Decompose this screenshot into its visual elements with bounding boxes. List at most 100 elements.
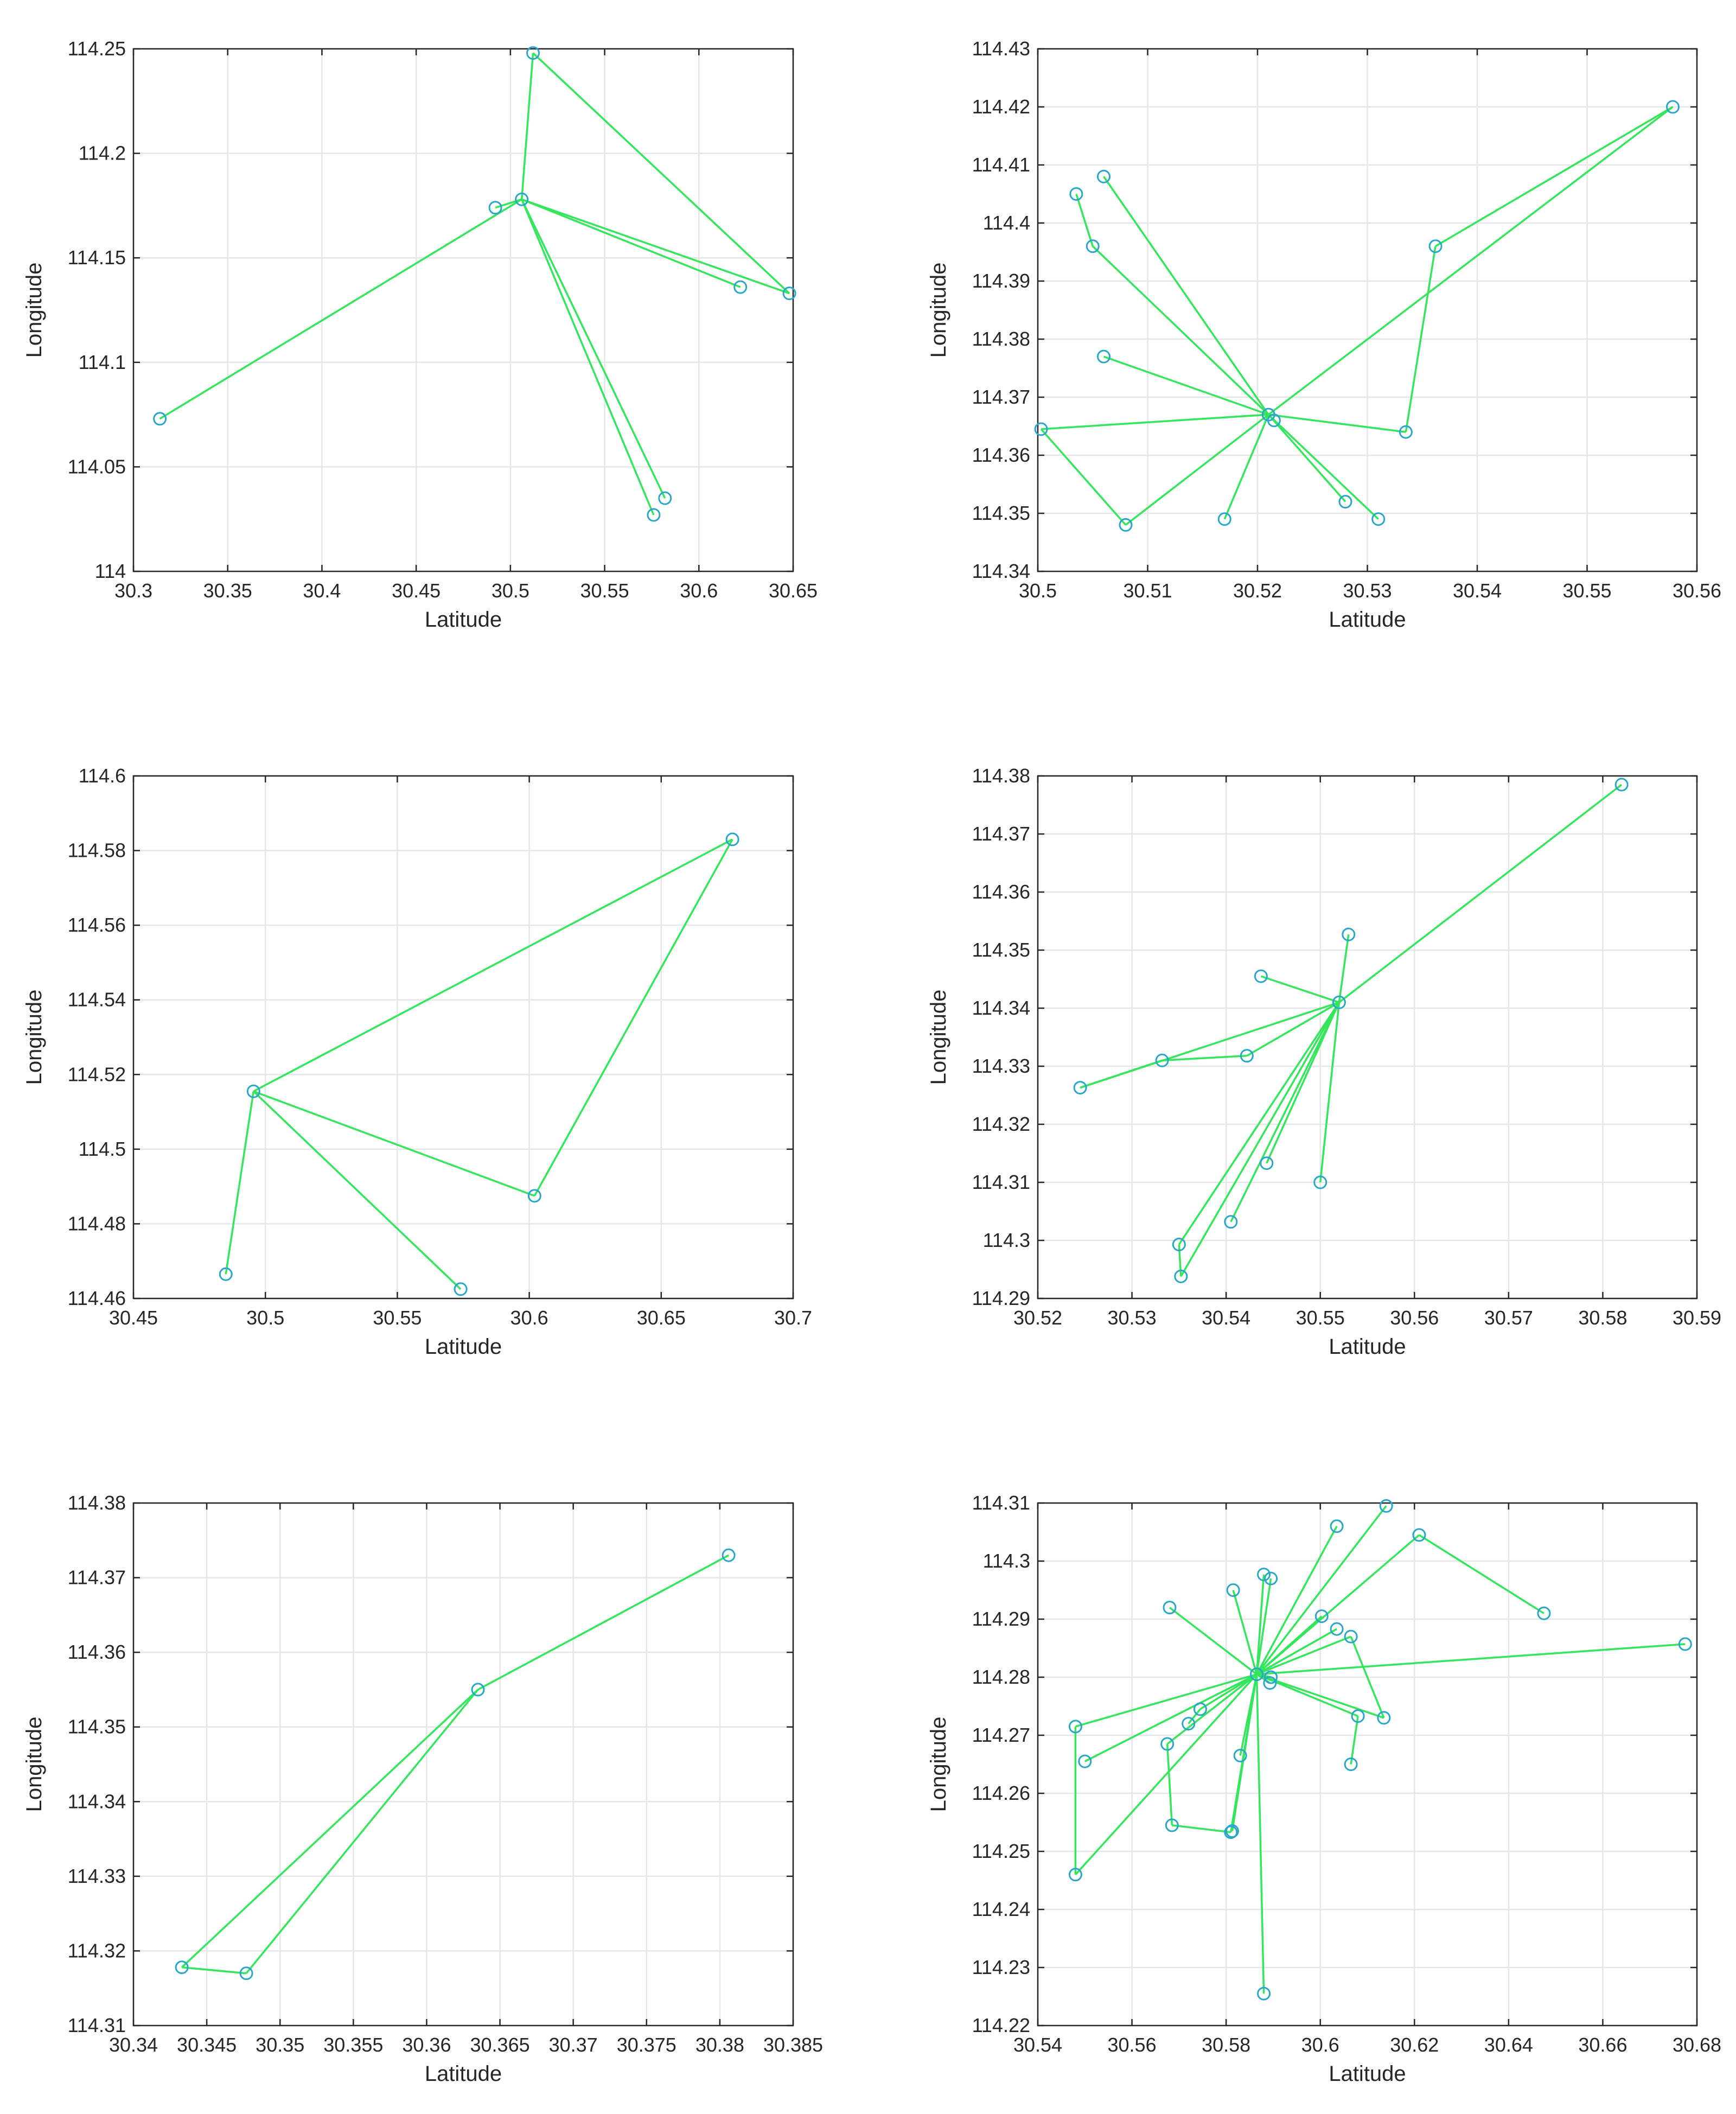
- route-lines: [1040, 106, 1674, 526]
- data-point-marker: [1371, 512, 1386, 526]
- route-lines: [225, 838, 733, 1290]
- route-segment: [1255, 1574, 1265, 1674]
- data-point-marker: [1313, 1175, 1327, 1189]
- x-tick-label: 30.5: [1019, 580, 1057, 602]
- y-tick-label: 114.37: [68, 1567, 126, 1589]
- route-segment: [1319, 1002, 1341, 1183]
- x-tick-label: 30.55: [1296, 1307, 1345, 1329]
- x-tick-label: 30.6: [680, 580, 718, 602]
- chart-3: 30.45 30.5 30.55 30.6 30.65 30.7 114.46 114.48 1…: [22, 765, 812, 1359]
- data-point-marker: [1233, 1748, 1247, 1762]
- route-segment: [1103, 355, 1269, 416]
- y-tick-label: 114.41: [972, 154, 1030, 176]
- data-point-marker: [1257, 1568, 1271, 1582]
- data-point-marker: [722, 1548, 736, 1562]
- y-tick-label: 114.46: [68, 1287, 126, 1309]
- x-axis-label: Latitude: [1329, 608, 1406, 632]
- route-segment: [521, 198, 790, 295]
- y-tick-label: 114.36: [972, 881, 1030, 903]
- route-segment: [495, 198, 522, 209]
- x-tick-label: 30.58: [1578, 1307, 1627, 1329]
- y-tick-label: 114.29: [972, 1608, 1030, 1630]
- x-tick-label: 30.3: [114, 580, 152, 602]
- route-segment: [1435, 106, 1674, 247]
- x-tick-label: 30.57: [1484, 1307, 1533, 1329]
- data-point-marker: [471, 1683, 485, 1697]
- data-point-marker: [1330, 1622, 1344, 1636]
- route-segment: [520, 53, 534, 200]
- y-tick-label: 114.37: [972, 823, 1030, 845]
- data-point-marker: [1086, 239, 1100, 253]
- y-tick-label: 114.33: [972, 1055, 1030, 1077]
- x-tick-label: 30.62: [1390, 2034, 1439, 2056]
- x-tick-label: 30.36: [402, 2034, 451, 2056]
- y-tick-label: 114.35: [972, 939, 1030, 961]
- route-segment: [1338, 934, 1350, 1003]
- data-point-marker: [1332, 995, 1346, 1009]
- y-tick-label: 114.29: [972, 1287, 1030, 1309]
- data-point-marker: [1665, 100, 1680, 114]
- data-point-marker: [1351, 1709, 1365, 1723]
- point-markers: [1073, 778, 1629, 1283]
- data-point-marker: [1097, 169, 1110, 183]
- y-tick-label: 114.3: [983, 1550, 1030, 1572]
- x-tick-label: 30.55: [1562, 580, 1611, 602]
- y-tick-label: 114.5: [79, 1138, 126, 1160]
- data-point-marker: [1264, 1571, 1278, 1586]
- route-segment: [159, 198, 522, 420]
- x-tick-label: 30.375: [617, 2034, 676, 2056]
- data-point-marker: [1073, 1081, 1087, 1095]
- data-point-marker: [1254, 969, 1268, 983]
- data-point-marker: [1314, 1609, 1329, 1623]
- y-tick-label: 114.3: [983, 1229, 1030, 1251]
- route-segment: [1338, 784, 1623, 1003]
- route-segment: [1256, 1643, 1686, 1676]
- x-tick-label: 30.38: [695, 2034, 744, 2056]
- x-tick-label: 30.45: [392, 580, 441, 602]
- route-segment: [1169, 1607, 1258, 1676]
- route-segment: [1350, 1636, 1385, 1718]
- route-segment: [1256, 1505, 1387, 1675]
- route-segment: [1162, 1054, 1247, 1062]
- route-segment: [1256, 1673, 1358, 1717]
- x-tick-label: 30.5: [246, 1307, 284, 1329]
- axes-box: [132, 48, 794, 572]
- y-tick-label: 114.31: [972, 1492, 1030, 1514]
- x-axis-label: Latitude: [425, 608, 502, 632]
- route-segment: [1255, 1674, 1265, 1994]
- route-segment: [1255, 1578, 1272, 1674]
- data-point-marker: [725, 832, 739, 846]
- data-point-marker: [1250, 1667, 1264, 1682]
- data-point-marker: [1267, 413, 1281, 428]
- data-point-marker: [515, 192, 529, 206]
- route-segment: [253, 838, 733, 1092]
- route-segment: [1092, 245, 1269, 416]
- route-segment: [1256, 1628, 1337, 1676]
- y-tick-label: 114.27: [972, 1724, 1030, 1746]
- x-axis-label: Latitude: [425, 1335, 502, 1359]
- y-tick-label: 114.05: [68, 455, 126, 477]
- x-tick-label: 30.6: [510, 1307, 548, 1329]
- x-tick-label: 30.52: [1233, 580, 1282, 602]
- data-point-marker: [1428, 239, 1443, 253]
- route-segment: [1075, 1673, 1258, 1875]
- route-segment: [182, 1966, 247, 1975]
- data-point-marker: [782, 286, 796, 301]
- x-tick-label: 30.56: [1390, 1307, 1439, 1329]
- data-point-marker: [1264, 1670, 1278, 1684]
- chart-2: 30.5 30.51 30.52 30.53 30.54 30.55 30.56 114.34…: [927, 37, 1721, 632]
- x-tick-label: 30.45: [109, 1307, 158, 1329]
- route-segment: [1267, 413, 1346, 502]
- data-point-marker: [1379, 1499, 1393, 1513]
- chart-1: 30.3 30.35 30.4 30.45 30.5 30.55 30.6 30.65 114 1…: [22, 37, 818, 632]
- gridlines: [1037, 1502, 1698, 2027]
- route-segment: [1266, 1002, 1341, 1164]
- x-tick-label: 30.56: [1673, 580, 1721, 602]
- data-point-marker: [1614, 778, 1629, 792]
- route-segment: [1223, 414, 1269, 520]
- data-point-marker: [153, 412, 167, 426]
- data-point-marker: [1068, 1720, 1082, 1734]
- data-point-marker: [526, 46, 540, 60]
- data-point-marker: [1342, 927, 1356, 941]
